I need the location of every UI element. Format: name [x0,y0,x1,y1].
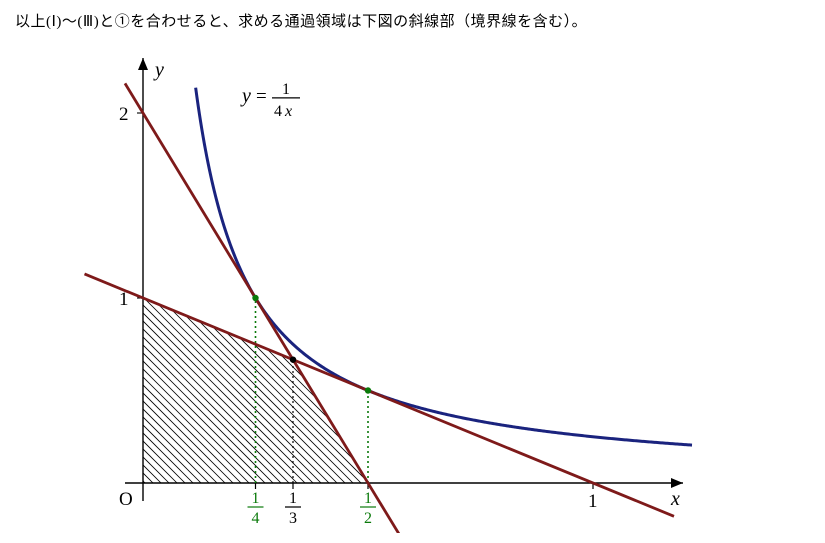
svg-text:x: x [284,103,292,120]
svg-text:3: 3 [289,510,297,527]
caption-text: 以上(Ⅰ)～(Ⅲ)と①を合わせると、求める通過領域は下図の斜線部（境界線を含む）… [15,10,810,31]
svg-text:1: 1 [252,490,260,507]
svg-text:1: 1 [289,490,297,507]
origin-label: O [119,489,133,510]
svg-text:=: = [256,86,267,107]
fraction-label: 12 [360,490,376,527]
svg-text:1: 1 [282,81,290,98]
fraction-label: 13 [285,490,301,527]
svg-text:4: 4 [274,103,282,120]
diagram-svg: 121141213yxOy=14x [83,43,723,533]
svg-text:2: 2 [364,510,372,527]
svg-text:4: 4 [252,510,260,527]
x-axis-label: x [670,488,680,510]
marker-point [252,295,258,301]
marker-point [290,356,296,362]
figure-container: 121141213yxOy=14x [83,43,810,533]
svg-text:1: 1 [364,490,372,507]
marker-point [365,387,371,393]
y-axis-label: y [153,59,164,81]
y-tick-label: 2 [119,104,129,125]
fraction-label: 14 [248,490,264,527]
curve-label: y [240,85,251,107]
x-tick-label: 1 [588,491,598,512]
